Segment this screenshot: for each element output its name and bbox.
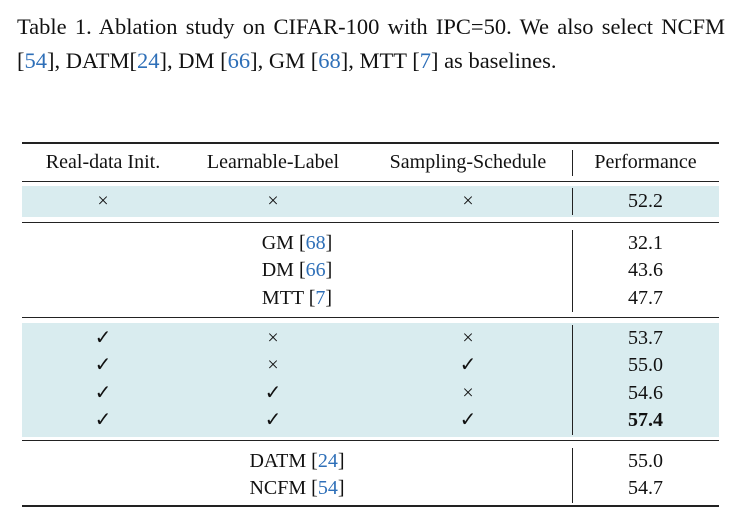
performance-cell: 55.0 [628, 354, 663, 377]
caption-text: ] as baselines. [430, 47, 557, 73]
mark-cell: ✓ [94, 381, 112, 404]
mark-cell: ✓ [264, 381, 282, 404]
rule [22, 181, 719, 182]
citation: 66 [227, 47, 251, 73]
method-text: DM [ [261, 259, 306, 282]
method-text: DATM [ [249, 450, 318, 472]
mark-cell: ✓ [459, 354, 477, 377]
performance-cell: 54.7 [628, 477, 663, 500]
citation: 68 [305, 232, 326, 254]
divider [572, 325, 573, 435]
caption-text: Table 1. Ablation study on CIFAR-100 wit… [17, 14, 725, 73]
method-cell: MTT [7] [22, 285, 572, 311]
citation: 24 [317, 450, 338, 472]
method-text: GM [ [261, 232, 306, 254]
performance-cell: 43.6 [628, 259, 663, 282]
performance-cell: 32.1 [628, 232, 663, 254]
citation: 24 [137, 47, 160, 73]
divider [572, 230, 573, 313]
citation: 68 [318, 47, 341, 73]
performance-cell: 55.0 [628, 450, 663, 472]
citation: 7 [419, 47, 431, 73]
performance-cell: 54.6 [628, 381, 663, 404]
row-band [22, 186, 719, 218]
rule [22, 317, 719, 318]
mark-cell: × [267, 354, 279, 377]
rule [22, 505, 719, 507]
rule [22, 440, 719, 441]
mark-cell: ✓ [94, 327, 112, 349]
mark-cell: × [462, 381, 474, 404]
method-cell: DM [66] [22, 257, 572, 283]
method-cell: GM [68] [22, 230, 572, 256]
citation: 66 [305, 259, 326, 282]
mark-cell: ✓ [94, 354, 112, 377]
method-cell: NCFM [54] [22, 475, 572, 501]
mark-cell: × [462, 327, 474, 349]
citation: 54 [317, 477, 338, 500]
method-text: ] [337, 477, 345, 500]
method-cell: DATM [24] [22, 448, 572, 474]
mark-cell: × [97, 190, 109, 212]
row-band [22, 323, 719, 437]
column-header: Performance [594, 151, 697, 173]
divider [572, 188, 573, 216]
column-header: Sampling-Schedule [389, 151, 547, 173]
column-header: Learnable-Label [206, 151, 340, 173]
rule [22, 222, 719, 223]
method-text: MTT [ [261, 286, 316, 309]
divider [572, 448, 573, 503]
mark-cell: × [267, 327, 279, 349]
method-text: ] [337, 450, 345, 472]
mark-cell: × [267, 190, 279, 212]
mark-cell: ✓ [459, 409, 477, 432]
caption-text: ], MTT [ [340, 47, 420, 73]
method-text: ] [325, 232, 333, 254]
performance-cell: 52.2 [628, 190, 663, 212]
method-text: ] [325, 286, 333, 309]
rule [22, 142, 719, 144]
performance-cell: 47.7 [628, 286, 663, 309]
performance-cell: 53.7 [628, 327, 663, 349]
citation: 7 [315, 286, 326, 309]
caption-text: ], GM [ [250, 47, 319, 73]
method-text: NCFM [ [249, 477, 318, 500]
column-header: Real-data Init. [45, 151, 161, 173]
citation: 54 [24, 47, 48, 73]
mark-cell: ✓ [94, 409, 112, 432]
caption-text: ], DM [ [159, 47, 228, 73]
caption-text: ], DATM[ [47, 47, 137, 73]
performance-cell: 57.4 [628, 409, 663, 432]
mark-cell: × [462, 190, 474, 212]
mark-cell: ✓ [264, 409, 282, 432]
method-text: ] [325, 259, 333, 282]
caption: Table 1. Ablation study on CIFAR-100 wit… [17, 10, 725, 77]
divider [572, 150, 573, 176]
